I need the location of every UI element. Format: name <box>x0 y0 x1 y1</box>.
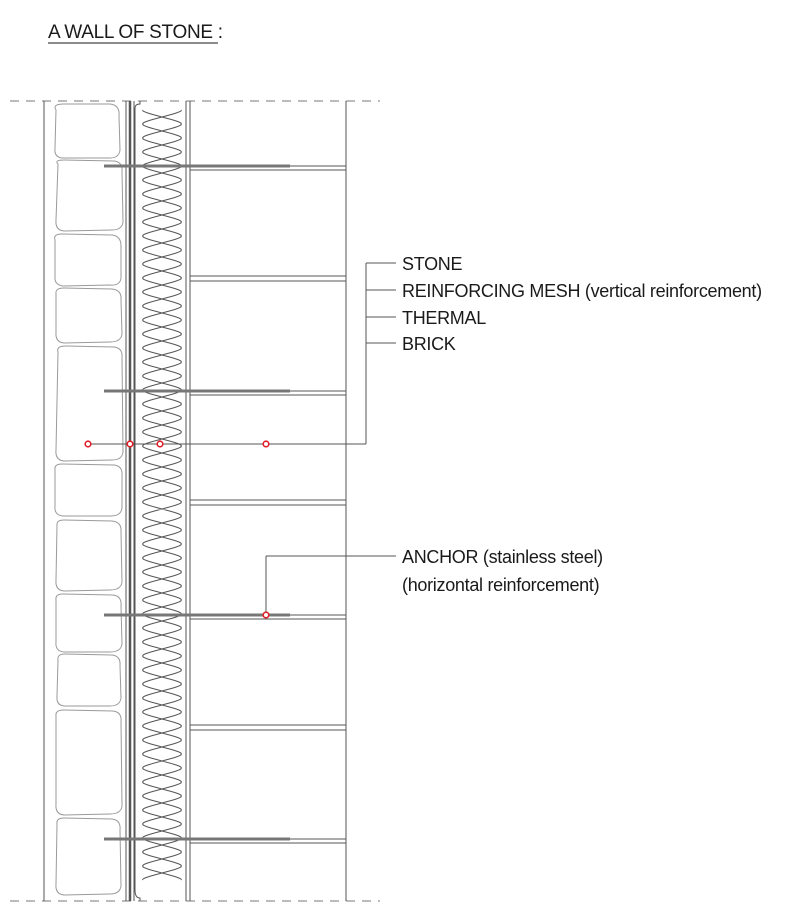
stone-block <box>55 709 123 816</box>
stone-block <box>54 103 121 159</box>
stone-block <box>55 593 123 653</box>
stone-block <box>54 463 123 517</box>
stone-block <box>55 287 123 344</box>
label-stone: STONE <box>402 254 462 274</box>
brick-courses <box>190 275 346 731</box>
marker-thermal <box>156 440 164 448</box>
insulation-outer-edge <box>134 101 141 901</box>
stone-block <box>56 653 122 707</box>
stone-block <box>55 159 124 232</box>
thermal-insulation-pattern <box>142 109 182 881</box>
marker-stone <box>84 440 92 448</box>
anchor-leader <box>265 555 396 615</box>
label-anchor-note: (horizontal reinforcement) <box>402 575 599 595</box>
label-brick: BRICK <box>402 334 456 354</box>
stone-layer <box>54 103 124 896</box>
label-thermal: THERMAL <box>402 308 486 328</box>
label-reinforcing-mesh: REINFORCING MESH (vertical reinforcement… <box>402 281 762 301</box>
stone-block <box>55 817 122 896</box>
label-anchor: ANCHOR (stainless steel) <box>402 547 603 567</box>
layer-leader <box>88 262 396 445</box>
diagram-title: A WALL OF STONE : <box>48 22 223 43</box>
stone-block <box>55 345 124 462</box>
marker-mesh <box>126 440 134 448</box>
marker-anchor <box>262 611 270 619</box>
stone-block <box>55 519 123 592</box>
marker-brick <box>262 440 270 448</box>
stone-block <box>54 233 122 287</box>
anchors <box>104 164 346 844</box>
